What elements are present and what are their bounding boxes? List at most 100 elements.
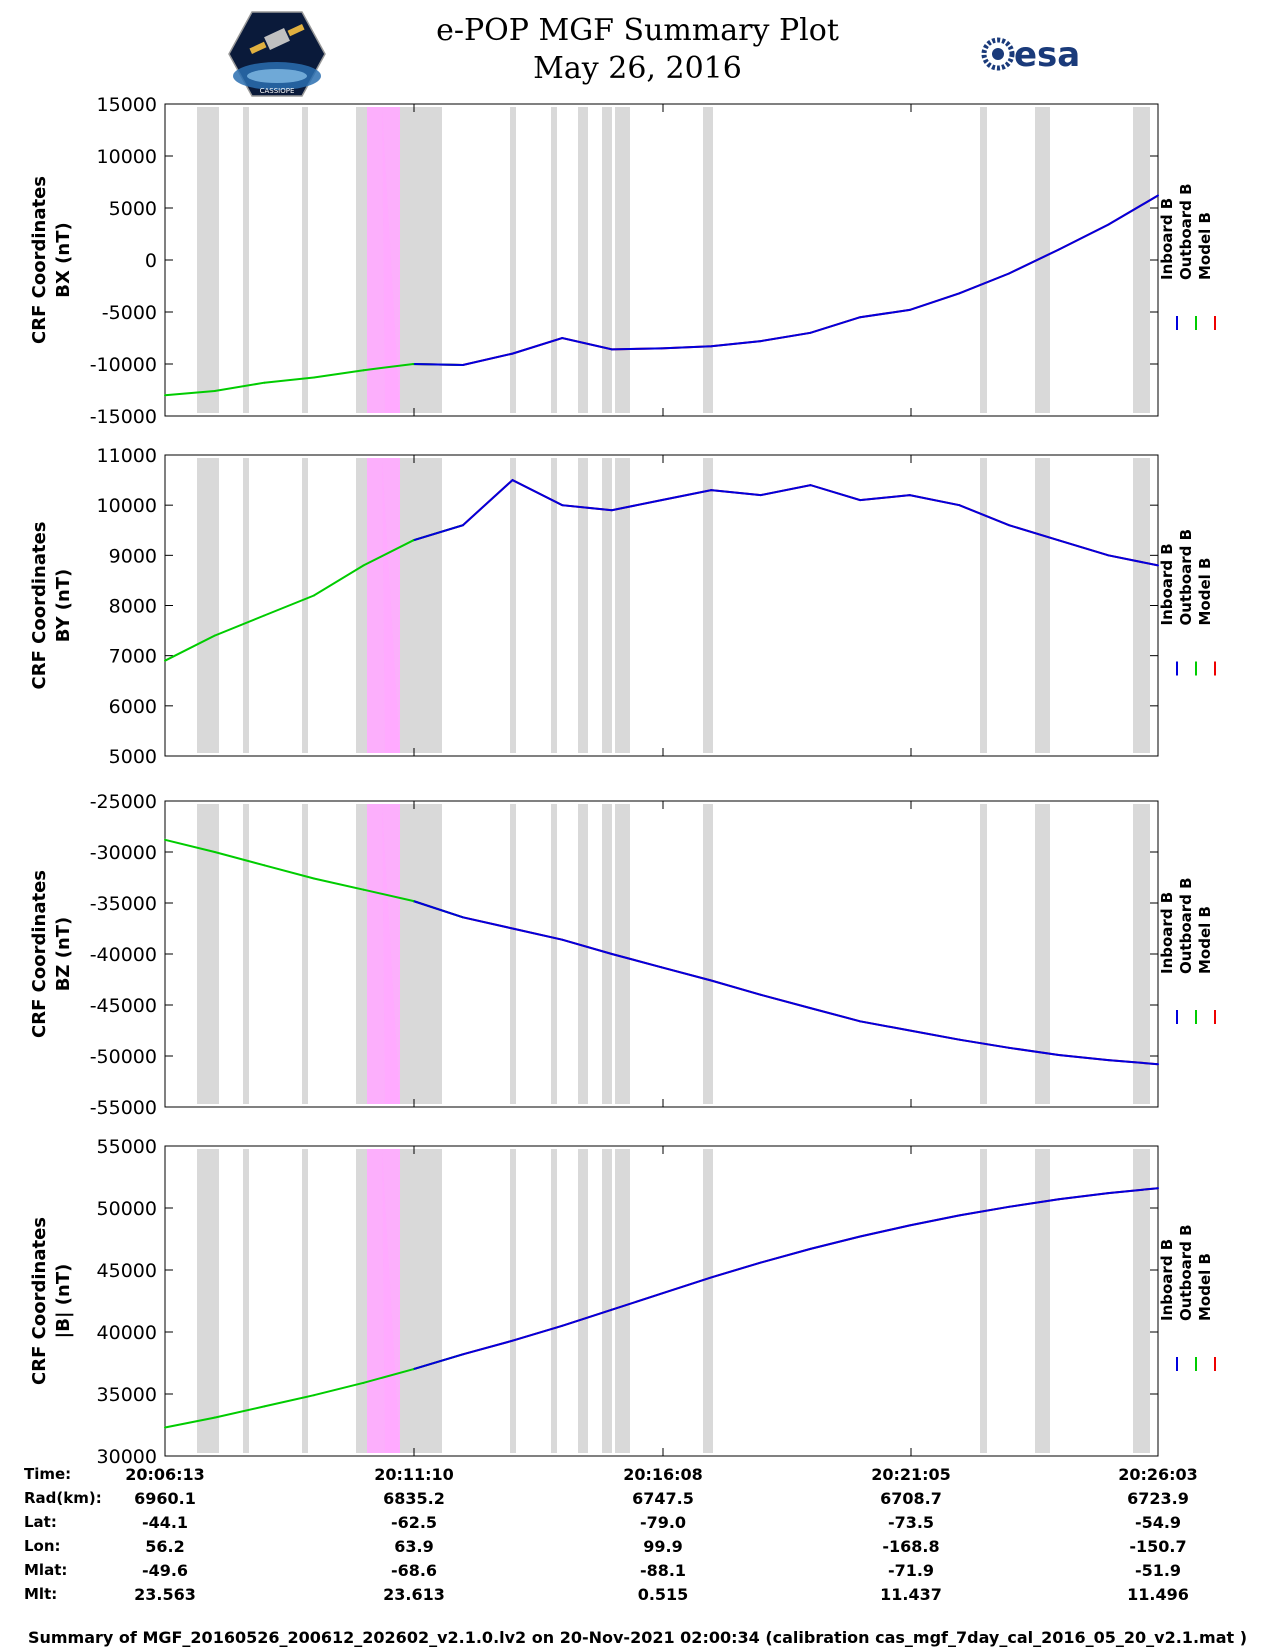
data-point bbox=[958, 1038, 961, 1041]
data-point bbox=[213, 1416, 216, 1419]
y-tick-label: 30000 bbox=[97, 1446, 157, 1465]
data-point bbox=[263, 381, 266, 384]
legend: Inboard B Outboard B Model B bbox=[1158, 1224, 1214, 1321]
y-axis-label: CRF Coordinates BZ (nT) bbox=[29, 870, 74, 1038]
data-point bbox=[312, 376, 315, 379]
ephemeris-value: -88.1 bbox=[639, 1561, 687, 1580]
ephemeris-value: -71.9 bbox=[887, 1561, 935, 1580]
ephemeris-value: -49.6 bbox=[141, 1561, 189, 1580]
data-point bbox=[759, 340, 762, 343]
data-gap-band bbox=[703, 804, 713, 1104]
axes-frame bbox=[164, 103, 1159, 417]
data-gap-band bbox=[510, 458, 516, 753]
legend: Inboard B Outboard B Model B bbox=[1158, 529, 1214, 626]
data-gap-band bbox=[578, 107, 588, 413]
data-point bbox=[164, 394, 166, 397]
ephemeris-value: -68.6 bbox=[390, 1561, 438, 1580]
ephemeris-value: 6747.5 bbox=[632, 1489, 694, 1508]
data-gap-band bbox=[243, 458, 249, 753]
data-point bbox=[710, 979, 713, 982]
panel-1: 15000 10000 5000 0 -5000 -10000 -15000 CRF Coor… bbox=[29, 94, 1216, 428]
data-point bbox=[263, 864, 266, 867]
y-tick-label: 11000 bbox=[97, 445, 157, 467]
data-gap-band bbox=[551, 1149, 557, 1453]
data-point bbox=[263, 614, 266, 617]
y-tick-label: -35000 bbox=[90, 893, 157, 915]
legend-entry: Outboard B bbox=[1177, 529, 1195, 626]
data-point bbox=[759, 993, 762, 996]
data-gap-band bbox=[510, 1149, 516, 1453]
y-tick-label: 0 bbox=[145, 250, 157, 272]
ephemeris-value: -150.7 bbox=[1129, 1537, 1187, 1556]
y-tick-label: 7000 bbox=[109, 646, 157, 668]
data-point bbox=[660, 966, 663, 969]
data-gap-band bbox=[197, 107, 219, 413]
data-point bbox=[1107, 1192, 1110, 1195]
data-gap-band bbox=[578, 458, 588, 753]
ephemeris-value: 6835.2 bbox=[383, 1489, 445, 1508]
ephemeris-value: 6708.7 bbox=[880, 1489, 942, 1508]
data-gap-band bbox=[602, 804, 612, 1104]
data-gap-band bbox=[602, 107, 612, 413]
ephemeris-row-label: Rad(km): bbox=[24, 1489, 102, 1507]
y-tick-label: -10000 bbox=[90, 354, 157, 376]
data-point bbox=[1157, 1187, 1159, 1190]
data-point bbox=[362, 564, 365, 567]
legend-entry: Outboard B bbox=[1177, 1224, 1195, 1321]
data-point bbox=[1008, 272, 1011, 275]
ephemeris-row-label: Mlat: bbox=[24, 1561, 68, 1579]
data-point bbox=[312, 1394, 315, 1397]
ephemeris-value: 20:06:13 bbox=[125, 1465, 205, 1484]
y-axis-label: CRF Coordinates BX (nT) bbox=[29, 176, 74, 344]
highlight-band bbox=[382, 107, 400, 413]
y-tick-label: -5000 bbox=[102, 302, 157, 324]
data-point bbox=[859, 1235, 862, 1238]
series-inboard-line bbox=[412, 900, 1159, 1066]
data-point bbox=[1057, 1198, 1060, 1201]
ephemeris-value: 20:26:03 bbox=[1118, 1465, 1198, 1484]
data-point bbox=[164, 659, 166, 662]
legend-entry: Model B bbox=[1196, 558, 1214, 626]
y-tick-label: 50000 bbox=[97, 1198, 157, 1220]
data-point bbox=[958, 1214, 961, 1217]
data-point bbox=[362, 369, 365, 372]
data-point bbox=[1057, 248, 1060, 251]
data-point bbox=[759, 494, 762, 497]
ephemeris-row-label: Time: bbox=[24, 1465, 72, 1483]
y-tick-label: 10000 bbox=[97, 495, 157, 517]
y-axis-label: CRF Coordinates |B| (nT) bbox=[29, 1217, 74, 1385]
data-point bbox=[461, 916, 464, 919]
data-gap-band bbox=[197, 458, 219, 753]
data-point bbox=[213, 634, 216, 637]
data-gap-band bbox=[980, 458, 987, 753]
ephemeris-row-label: Lon: bbox=[24, 1537, 61, 1555]
data-point bbox=[1107, 1059, 1110, 1062]
legend-entry: Outboard B bbox=[1177, 877, 1195, 974]
data-gap-band bbox=[980, 107, 987, 413]
data-point bbox=[461, 364, 464, 367]
cassiope-logo: CASSIOPE bbox=[228, 11, 326, 97]
data-point bbox=[461, 524, 464, 527]
data-point bbox=[610, 348, 613, 351]
y-axis-label-line1: CRF Coordinates bbox=[29, 870, 50, 1038]
data-gap-band bbox=[615, 107, 630, 413]
data-gap-band bbox=[197, 804, 219, 1104]
data-gap-band bbox=[1035, 1149, 1050, 1453]
data-point bbox=[809, 331, 812, 334]
ephemeris-value: 11.437 bbox=[880, 1585, 942, 1604]
data-point bbox=[1157, 564, 1159, 567]
data-point bbox=[561, 337, 564, 339]
data-gap-band bbox=[302, 458, 308, 753]
y-tick-label: -25000 bbox=[90, 791, 157, 813]
y-tick-label: -45000 bbox=[90, 995, 157, 1017]
data-point bbox=[908, 494, 911, 497]
data-point bbox=[710, 345, 713, 348]
data-point bbox=[809, 484, 812, 487]
ephemeris-value: 23.563 bbox=[134, 1585, 196, 1604]
data-gap-band bbox=[703, 458, 713, 753]
y-axis-label-line1: CRF Coordinates bbox=[29, 176, 50, 344]
y-tick-label: 35000 bbox=[97, 1384, 157, 1406]
data-point bbox=[1008, 1205, 1011, 1208]
data-point bbox=[213, 390, 216, 393]
